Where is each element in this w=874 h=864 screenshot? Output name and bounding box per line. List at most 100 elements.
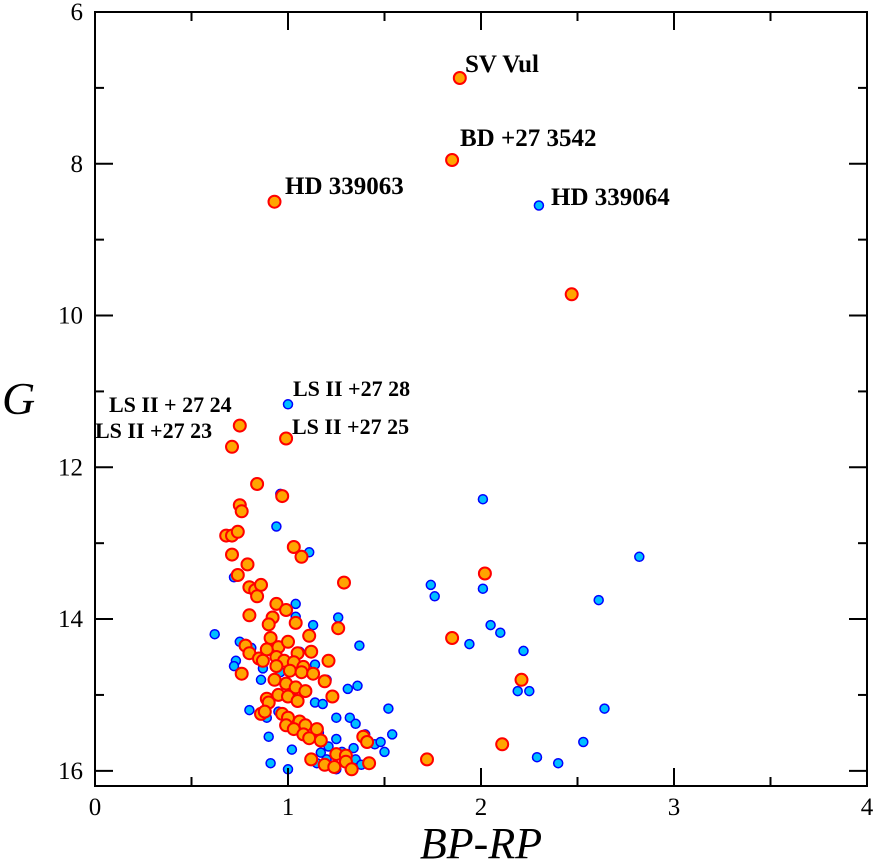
- point-blue: [533, 200, 545, 211]
- point-blue: [518, 645, 529, 657]
- point-orange: [286, 540, 301, 554]
- point-blue: [495, 627, 506, 638]
- point-orange: [234, 666, 249, 681]
- point-blue: [354, 640, 365, 651]
- point-blue: [286, 744, 298, 755]
- point-blue: [331, 712, 342, 723]
- point-blue: [634, 551, 645, 563]
- annotation-ls-ii-27-25: LS II +27 25: [292, 414, 409, 439]
- point-blue: [315, 747, 327, 758]
- point-orange: [255, 653, 270, 668]
- point-orange: [306, 666, 321, 681]
- point-orange: [250, 589, 265, 604]
- y-tick-label: 16: [58, 758, 83, 785]
- point-orange: [288, 615, 303, 630]
- x-axis-title: BP-RP: [420, 819, 542, 864]
- point-blue: [477, 493, 489, 505]
- point-orange: [240, 557, 255, 572]
- point-orange: [420, 752, 434, 767]
- point-orange: [279, 603, 294, 617]
- point-orange: [267, 194, 282, 209]
- point-blue: [290, 598, 301, 610]
- point-orange: [230, 568, 245, 582]
- point-orange: [230, 524, 245, 539]
- x-tick-label: 2: [475, 794, 488, 821]
- y-tick-label: 6: [71, 0, 84, 26]
- point-orange: [298, 684, 313, 699]
- annotation-bd-27-3542: BD +27 3542: [460, 125, 596, 152]
- point-orange: [325, 689, 340, 704]
- point-blue: [599, 703, 610, 714]
- point-blue: [425, 579, 437, 591]
- x-tick-label: 4: [861, 794, 874, 821]
- point-orange: [304, 644, 319, 659]
- point-blue: [317, 698, 328, 710]
- point-blue: [282, 399, 294, 410]
- point-orange: [275, 489, 290, 504]
- points-layer: [209, 71, 645, 777]
- point-orange: [294, 549, 309, 564]
- point-blue: [383, 703, 394, 714]
- point-blue: [348, 742, 359, 754]
- annotation-hd-339063: HD 339063: [285, 173, 404, 200]
- x-tick-label: 3: [668, 794, 681, 821]
- point-orange: [445, 631, 460, 645]
- annotation-ls-ii-27-24: LS II + 27 24: [109, 392, 232, 417]
- point-blue: [512, 685, 523, 697]
- point-orange: [362, 756, 377, 771]
- point-orange: [294, 665, 309, 680]
- point-blue: [375, 736, 386, 748]
- point-orange: [267, 672, 282, 687]
- point-orange: [331, 621, 346, 636]
- point-orange: [269, 596, 284, 611]
- y-tick-label: 14: [58, 606, 84, 633]
- point-orange: [445, 153, 460, 167]
- point-blue: [332, 612, 344, 623]
- point-orange: [263, 631, 278, 645]
- point-blue: [244, 704, 255, 716]
- annotation-sv-vul: SV Vul: [465, 51, 539, 78]
- point-orange: [337, 575, 351, 590]
- point-blue: [485, 619, 496, 631]
- point-blue: [209, 628, 220, 640]
- annotation-ls-ii-27-23: LS II +27 23: [95, 418, 212, 443]
- point-orange: [477, 566, 492, 581]
- point-blue: [552, 757, 564, 769]
- annotation-ls-ii-27-28: LS II +27 28: [293, 376, 410, 401]
- point-orange: [317, 674, 332, 689]
- point-orange: [495, 737, 510, 752]
- point-orange: [254, 577, 268, 592]
- point-blue: [578, 736, 589, 748]
- point-orange: [304, 752, 319, 767]
- point-orange: [269, 659, 284, 674]
- point-blue: [524, 685, 535, 697]
- point-blue: [477, 583, 489, 594]
- point-blue: [255, 674, 267, 686]
- point-blue: [531, 751, 543, 763]
- y-tick-label: 12: [58, 454, 83, 481]
- point-orange: [279, 431, 294, 446]
- point-orange: [261, 617, 276, 632]
- point-orange: [344, 762, 359, 777]
- point-orange: [302, 731, 317, 746]
- x-tick-label: 0: [89, 794, 102, 821]
- y-tick-label: 10: [58, 303, 83, 330]
- point-orange: [232, 418, 247, 433]
- point-orange: [321, 653, 336, 668]
- point-orange: [290, 694, 305, 708]
- point-blue: [271, 521, 282, 532]
- annotation-hd-339064: HD 339064: [551, 184, 670, 211]
- point-orange: [250, 477, 265, 491]
- point-blue: [228, 660, 240, 672]
- point-blue: [386, 729, 398, 740]
- point-orange: [281, 634, 295, 649]
- point-orange: [452, 71, 467, 85]
- point-orange: [225, 547, 239, 562]
- point-orange: [327, 760, 342, 774]
- point-blue: [263, 731, 274, 742]
- point-blue: [379, 746, 390, 758]
- y-axis-title: G: [2, 373, 35, 424]
- point-blue: [342, 683, 354, 695]
